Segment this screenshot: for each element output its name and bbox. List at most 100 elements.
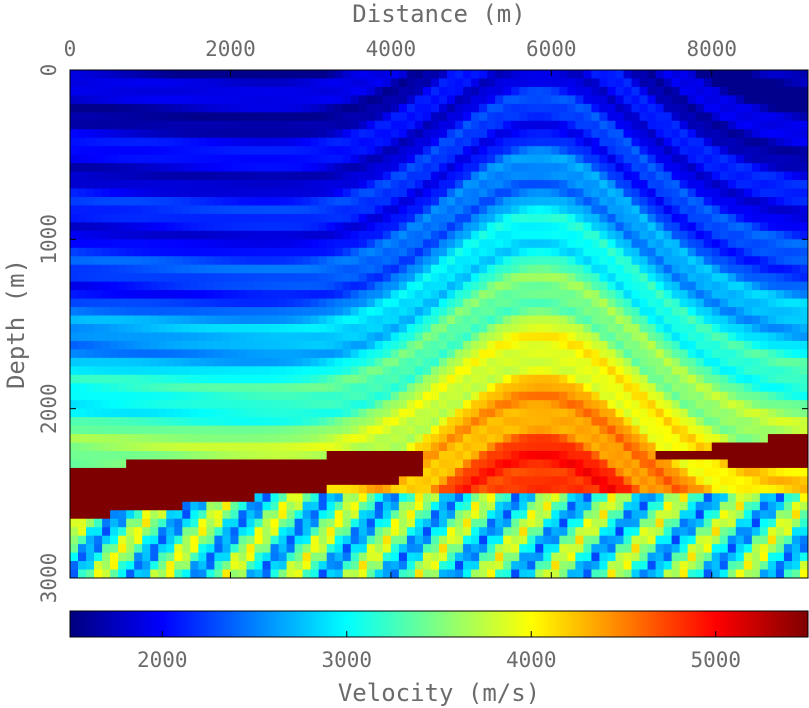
heatmap-cell [214,154,224,164]
heatmap-cell [623,146,633,156]
heatmap-cell [671,197,681,207]
heatmap-cell [246,349,256,359]
heatmap-cell [503,290,512,300]
heatmap-cell [503,374,512,384]
heatmap-cell [439,518,448,528]
heatmap-cell [406,510,416,520]
heatmap-cell [503,451,512,461]
heatmap-cell [422,146,432,156]
heatmap-cell [479,340,488,350]
heatmap-cell [471,213,480,223]
heatmap-cell [118,230,127,240]
heatmap-cell [719,197,729,207]
heatmap-cell [214,264,224,274]
heatmap-cell [102,247,111,257]
heatmap-cell [567,163,576,173]
heatmap-cell [142,527,151,537]
heatmap-cell [118,527,127,537]
heatmap-cell [639,197,649,207]
heatmap-cell [503,383,512,393]
heatmap-cell [214,467,224,477]
heatmap-cell [254,501,264,511]
heatmap-cell [551,349,560,359]
heatmap-cell [174,467,183,477]
heatmap-cell [358,154,368,164]
heatmap-cell [711,484,721,494]
heatmap-cell [174,171,183,181]
heatmap-cell [543,501,552,511]
heatmap-cell [278,188,288,198]
heatmap-cell [511,417,520,427]
heatmap-cell [406,129,416,139]
heatmap-cell [118,324,127,334]
heatmap-cell [342,374,352,384]
heatmap-cell [214,434,224,444]
heatmap-cell [527,180,536,190]
heatmap-cell [142,163,151,173]
heatmap-cell [727,70,737,80]
heatmap-cell [623,501,633,511]
heatmap-cell [390,281,400,291]
heatmap-cell [527,357,536,367]
heatmap-cell [86,340,95,350]
heatmap-cell [655,349,665,359]
heatmap-cell [783,197,793,207]
heatmap-cell [679,120,689,130]
heatmap-cell [374,349,384,359]
heatmap-cell [286,374,296,384]
heatmap-cell [679,357,689,367]
heatmap-cell [447,290,456,300]
heatmap-cell [142,78,151,88]
heatmap-cell [190,213,199,223]
heatmap-cell [575,256,584,266]
heatmap-cell [791,493,801,503]
heatmap-cell [118,247,127,257]
heatmap-cell [759,197,769,207]
heatmap-cell [238,484,248,494]
heatmap-cell [118,205,127,215]
heatmap-cell [278,349,288,359]
heatmap-cell [342,417,352,427]
heatmap-cell [735,434,745,444]
heatmap-cell [767,408,777,418]
heatmap-cell [150,273,159,283]
heatmap-cell [463,467,472,477]
heatmap-cell [623,239,633,249]
heatmap-cell [663,476,673,486]
heatmap-cell [575,518,584,528]
heatmap-cell [439,366,448,376]
heatmap-cell [206,417,215,427]
heatmap-cell [230,78,240,88]
heatmap-cell [118,332,127,342]
heatmap-cell [254,120,264,130]
heatmap-cell [262,188,272,198]
heatmap-cell [727,146,737,156]
heatmap-cell [799,86,808,96]
heatmap-cell [631,239,641,249]
heatmap-cell [150,129,159,139]
heatmap-cell [543,171,552,181]
heatmap-cell [719,112,729,122]
heatmap-cell [262,112,272,122]
heatmap-cell [302,188,312,198]
heatmap-cell [583,70,593,80]
heatmap-cell [222,137,232,147]
heatmap-cell [254,374,264,384]
heatmap-cell [799,120,808,130]
heatmap-cell [599,442,609,452]
heatmap-cell [142,205,151,215]
heatmap-cell [134,120,143,130]
heatmap-cell [334,510,344,520]
heatmap-cell [70,103,79,113]
heatmap-cell [134,281,143,291]
heatmap-cell [471,247,480,257]
heatmap-cell [278,95,288,105]
heatmap-cell [575,180,584,190]
heatmap-cell [366,112,376,122]
heatmap-cell [599,349,609,359]
heatmap-cell [238,264,248,274]
heatmap-cell [302,467,312,477]
heatmap-cell [214,78,224,88]
heatmap-cell [350,434,360,444]
heatmap-cell [374,408,384,418]
